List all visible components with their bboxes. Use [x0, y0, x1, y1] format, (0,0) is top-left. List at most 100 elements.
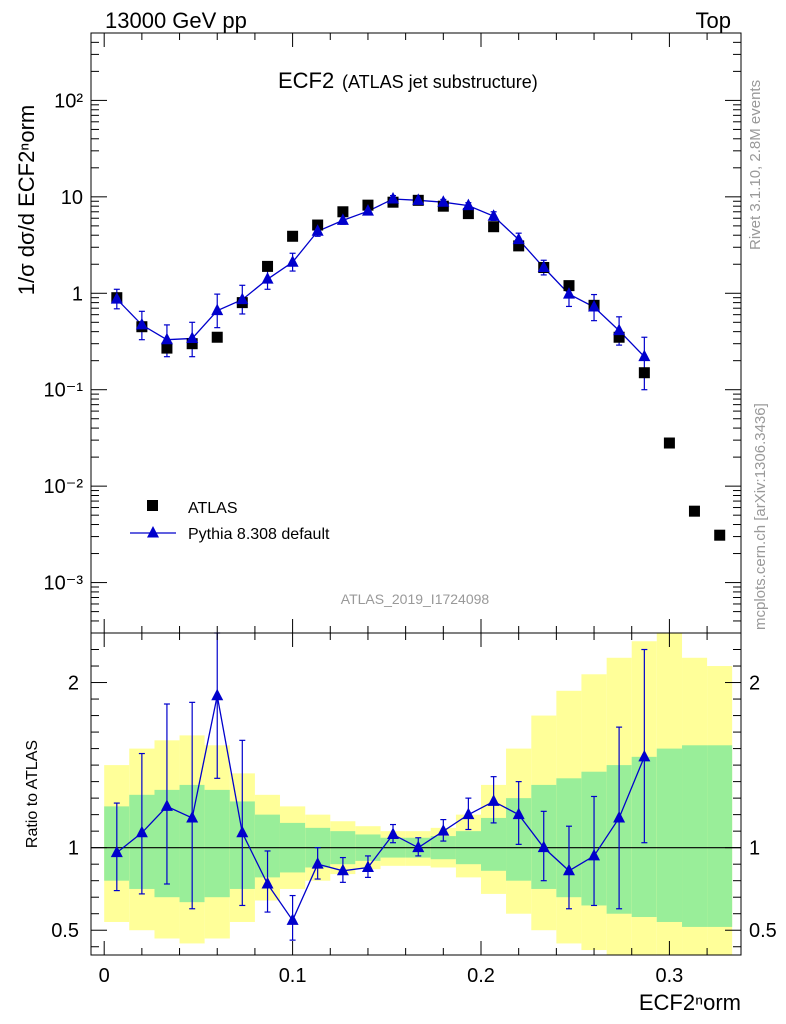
data-point [513, 240, 525, 252]
mc-point [211, 303, 224, 316]
mc-point [562, 287, 575, 299]
ratio-point [437, 824, 450, 836]
data-point [714, 529, 726, 541]
ratio-point [160, 799, 173, 811]
data-point [613, 331, 625, 343]
mc-point [110, 292, 123, 304]
y-tick-label: 10⁻² [44, 476, 84, 498]
band-1sigma-bin [682, 745, 708, 927]
legend-data-label: ATLAS [188, 500, 238, 517]
mc-point [336, 213, 349, 225]
ratio-panel: 0 0.1 0.2 0.3 0.5 0.5 1 1 2 2 Ratio to ATLAS ECF2… [24, 632, 777, 1015]
mc-point [437, 195, 450, 207]
mc-point [613, 323, 626, 336]
band-1sigma-bin [481, 817, 507, 871]
ratio-point [286, 913, 299, 925]
mc-point [135, 317, 148, 330]
header-right: Top [696, 8, 731, 33]
analysis-id: ATLAS_2019_I1724098 [341, 591, 490, 607]
ratio-y-tick-label: 0.5 [51, 920, 79, 942]
mc-point [638, 349, 651, 362]
main-y-label: 1/σ dσ/d ECF2ⁿorm [14, 105, 39, 295]
ratio-frame [90, 632, 742, 956]
mc-point [387, 191, 400, 204]
ratio-point [512, 807, 525, 820]
y-tick-label: 10⁻³ [44, 573, 84, 595]
mc-point [160, 332, 173, 345]
y-tick-label: 10² [54, 90, 83, 112]
mc-point [487, 209, 500, 221]
ratio-point [412, 840, 425, 853]
data-point [161, 342, 173, 354]
x-tick-label: 0.3 [655, 965, 683, 987]
band-1sigma-bin [656, 748, 683, 922]
mc-point [462, 198, 475, 211]
ratio-point [562, 863, 575, 876]
data-point [563, 280, 575, 292]
legend: ATLAS Pythia 8.308 default [130, 500, 330, 543]
mc-point [412, 193, 425, 205]
ratio-series-line [116, 695, 645, 922]
x-tick-label: 0.1 [279, 965, 307, 987]
data-point [211, 331, 223, 343]
ratio-point [135, 825, 148, 838]
data-point [337, 206, 349, 218]
main-panel: 10⁻³ 10⁻² 10⁻¹ 1 10 10² ECF2 (ATLAS jet subst… [14, 32, 742, 634]
ratio-point [361, 860, 374, 872]
plot-title-sub: (ATLAS jet substructure) [342, 72, 538, 92]
mc-point [286, 255, 299, 267]
mc-point [311, 224, 324, 236]
legend-mc-label: Pythia 8.308 default [188, 526, 330, 543]
y-tick-label: 10⁻¹ [44, 380, 84, 402]
band-1sigma-bin [707, 745, 733, 927]
y-tick-label: 1 [72, 283, 83, 305]
rivet-info: Rivet 3.1.10, 2.8M events [747, 80, 764, 250]
data-point [688, 505, 700, 517]
ratio-y-tick-label: 1 [68, 838, 79, 860]
mc-point [512, 232, 525, 245]
ratio-y-tick-label-right: 1 [749, 838, 760, 860]
data-point [638, 367, 650, 379]
ratio-point [261, 876, 274, 889]
ratio-point [613, 810, 626, 823]
ratio-point [638, 749, 651, 762]
ratio-point [236, 825, 249, 838]
legend-data-marker [147, 500, 158, 511]
mc-point [361, 204, 374, 216]
ratio-point [537, 840, 550, 853]
ratio-y-tick-label-right: 2 [749, 673, 760, 695]
data-point [186, 338, 198, 350]
ratio-point [311, 857, 324, 869]
ratio-point [487, 794, 500, 806]
ratio-point [588, 848, 601, 861]
x-tick-label: 0.2 [467, 965, 495, 987]
data-point [287, 230, 299, 242]
ratio-point [462, 807, 475, 820]
y-tick-label: 10 [61, 187, 83, 209]
ratio-y-tick-label: 2 [68, 673, 79, 695]
ratio-y-label: Ratio to ATLAS [24, 740, 41, 848]
main-frame [90, 32, 742, 634]
data-point [262, 260, 274, 272]
mc-point [261, 272, 274, 284]
legend-mc-marker [147, 526, 159, 538]
band-1sigma-bin [204, 789, 230, 898]
mc-series-line [116, 198, 645, 358]
plot-title-main: ECF2 [278, 68, 334, 93]
header-left: 13000 GeV pp [105, 8, 247, 33]
x-tick-label: 0 [99, 965, 110, 987]
data-point [462, 208, 474, 220]
mc-point [588, 300, 601, 312]
ratio-point [336, 863, 349, 876]
ratio-point [110, 845, 123, 858]
ratio-point [186, 810, 199, 823]
mc-point [186, 331, 199, 343]
mcplots-info: mcplots.cern.ch [arXiv:1306.3436] [752, 403, 769, 630]
x-axis-label: ECF2ⁿorm [639, 990, 741, 1015]
data-point [663, 437, 675, 449]
ratio-point [387, 827, 400, 839]
ratio-point [211, 688, 224, 701]
data-point [488, 221, 500, 233]
ratio-y-tick-label-right: 0.5 [749, 920, 777, 942]
